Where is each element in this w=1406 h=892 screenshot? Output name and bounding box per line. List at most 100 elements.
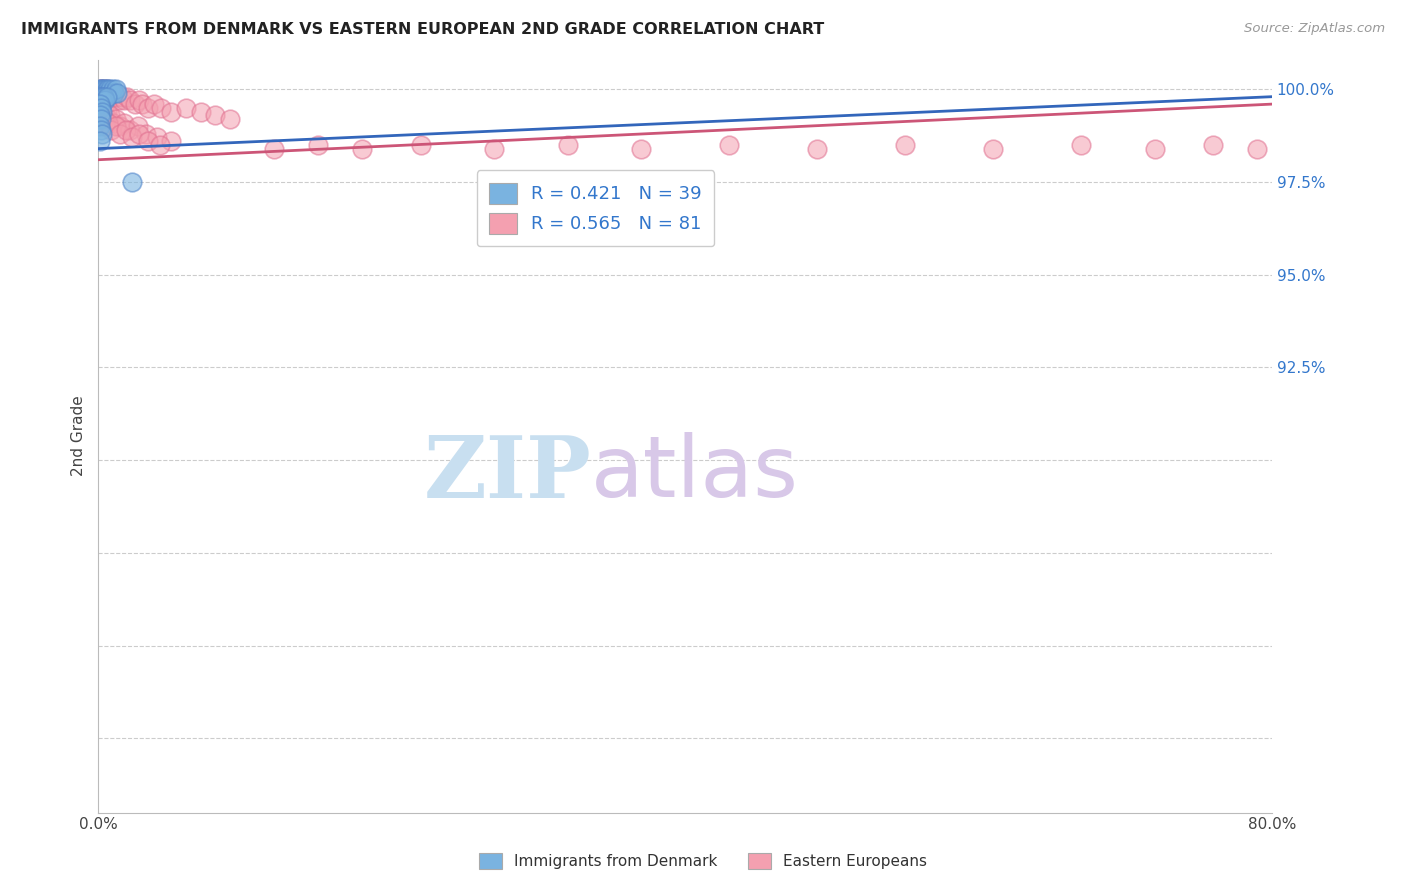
Point	[94, 86, 117, 100]
Point	[104, 89, 127, 103]
Point	[1246, 142, 1268, 156]
Point	[630, 142, 652, 156]
Point	[94, 94, 117, 108]
Point	[1070, 137, 1092, 152]
Point	[89, 89, 111, 103]
Point	[1202, 137, 1225, 152]
Text: atlas: atlas	[591, 433, 799, 516]
Point	[120, 123, 142, 137]
Point	[93, 112, 115, 126]
Point	[90, 101, 112, 115]
Point	[90, 82, 112, 96]
Point	[981, 142, 1004, 156]
Text: ZIP: ZIP	[423, 432, 591, 516]
Point	[91, 127, 114, 141]
Point	[131, 97, 153, 112]
Point	[98, 82, 121, 96]
Point	[89, 82, 111, 96]
Point	[93, 86, 115, 100]
Text: IMMIGRANTS FROM DENMARK VS EASTERN EUROPEAN 2ND GRADE CORRELATION CHART: IMMIGRANTS FROM DENMARK VS EASTERN EUROP…	[21, 22, 824, 37]
Point	[97, 86, 120, 100]
Point	[352, 142, 374, 156]
Point	[96, 82, 118, 96]
Point	[97, 82, 120, 96]
Point	[101, 86, 124, 100]
Point	[100, 123, 122, 137]
Point	[96, 86, 118, 100]
Point	[190, 104, 212, 119]
Point	[98, 86, 121, 100]
Point	[894, 137, 917, 152]
Point	[89, 86, 111, 100]
Point	[104, 120, 127, 134]
Y-axis label: 2nd Grade: 2nd Grade	[72, 396, 86, 476]
Text: Source: ZipAtlas.com: Source: ZipAtlas.com	[1244, 22, 1385, 36]
Point	[90, 112, 112, 126]
Point	[124, 97, 146, 112]
Point	[108, 127, 131, 141]
Point	[107, 94, 129, 108]
Point	[97, 116, 120, 130]
Point	[90, 89, 112, 103]
Point	[136, 101, 159, 115]
Point	[91, 94, 114, 108]
Point	[94, 86, 117, 100]
Point	[136, 134, 159, 148]
Point	[90, 86, 112, 100]
Point	[128, 127, 150, 141]
Point	[150, 101, 173, 115]
Point	[90, 94, 112, 108]
Point	[142, 97, 165, 112]
Point	[89, 89, 111, 103]
Point	[160, 104, 183, 119]
Point	[204, 108, 226, 122]
Legend: R = 0.421   N = 39, R = 0.565   N = 81: R = 0.421 N = 39, R = 0.565 N = 81	[477, 170, 714, 246]
Point	[89, 120, 111, 134]
Point	[89, 82, 111, 96]
Point	[484, 142, 506, 156]
Point	[91, 86, 114, 100]
Point	[90, 112, 112, 126]
Point	[717, 137, 740, 152]
Point	[93, 82, 115, 96]
Point	[115, 123, 138, 137]
Point	[96, 89, 118, 103]
Point	[91, 86, 114, 100]
Point	[557, 137, 579, 152]
Point	[89, 97, 111, 112]
Point	[89, 86, 111, 100]
Point	[94, 120, 117, 134]
Point	[91, 97, 114, 112]
Point	[114, 94, 136, 108]
Point	[128, 94, 150, 108]
Point	[91, 82, 114, 96]
Point	[91, 116, 114, 130]
Point	[160, 134, 183, 148]
Point	[93, 89, 115, 103]
Point	[263, 142, 285, 156]
Point	[121, 175, 143, 189]
Point	[806, 142, 828, 156]
Point	[101, 116, 124, 130]
Point	[101, 82, 124, 96]
Point	[145, 130, 167, 145]
Point	[307, 137, 329, 152]
Point	[91, 104, 114, 119]
Point	[135, 127, 157, 141]
Point	[409, 137, 432, 152]
Point	[103, 86, 125, 100]
Point	[93, 82, 115, 96]
Point	[110, 89, 132, 103]
Point	[89, 134, 111, 148]
Point	[104, 82, 127, 96]
Point	[90, 94, 112, 108]
Point	[94, 82, 117, 96]
Point	[97, 86, 120, 100]
Point	[117, 89, 139, 103]
Point	[89, 94, 111, 108]
Point	[120, 94, 142, 108]
Point	[94, 108, 117, 122]
Point	[114, 116, 136, 130]
Point	[89, 94, 111, 108]
Point	[96, 104, 118, 119]
